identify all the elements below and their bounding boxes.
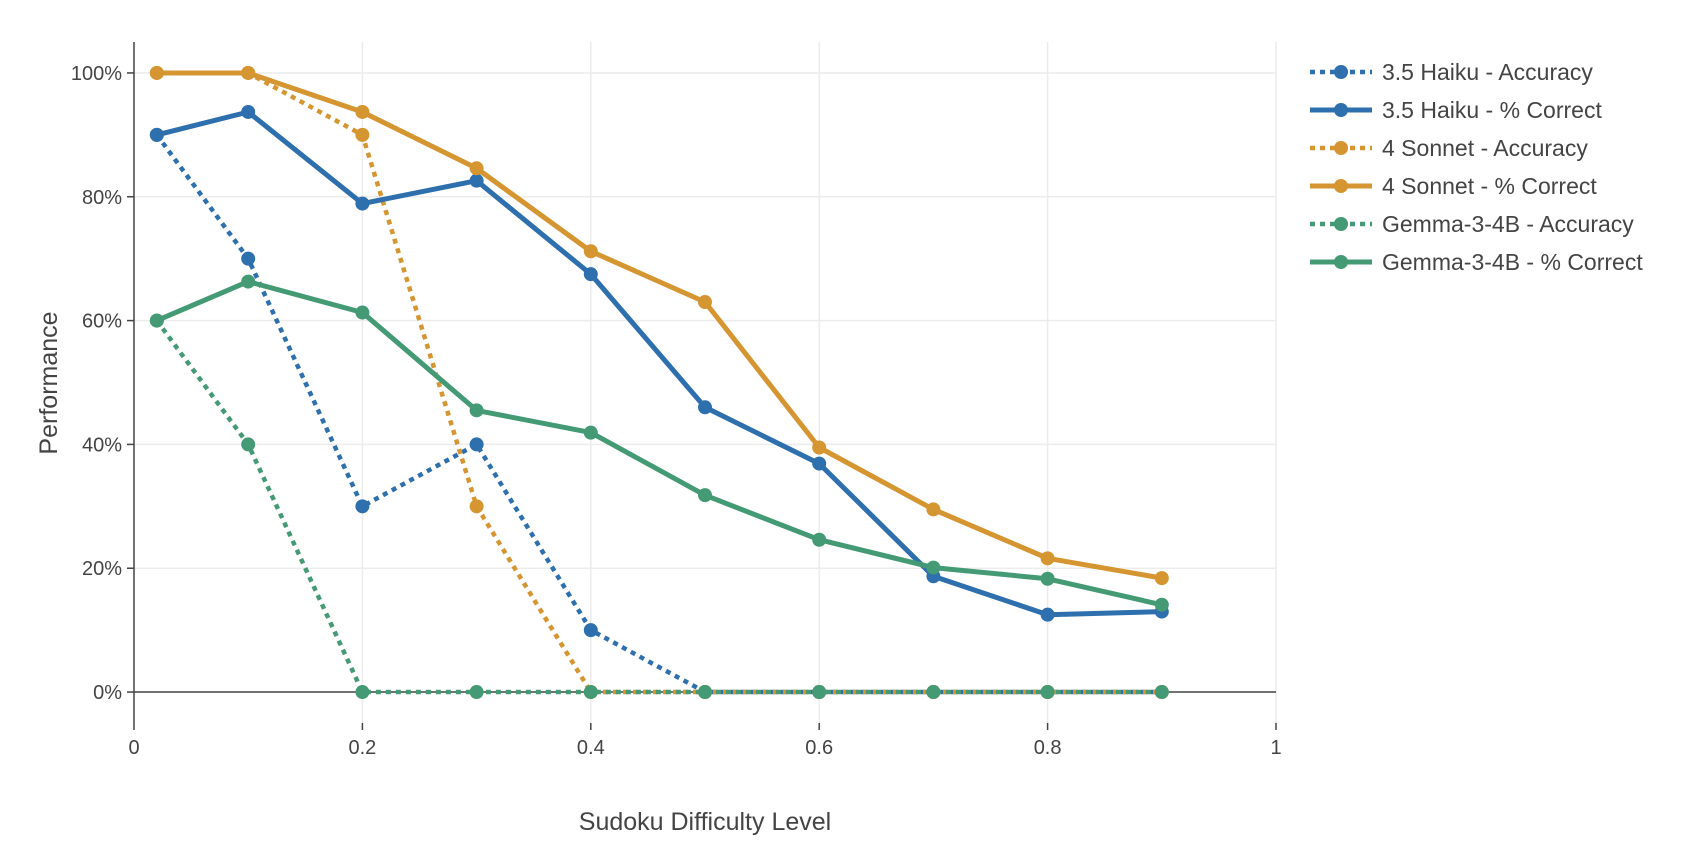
legend-item[interactable]: 3.5 Haiku - % Correct xyxy=(1310,97,1602,123)
legend-marker xyxy=(1334,255,1348,269)
axes: 0% 20% 40% 60% 80% 100% 0 0.2 0.4 0.6 0.8 1 xyxy=(71,42,1282,759)
data-point xyxy=(812,456,827,471)
x-tick-label: 0 xyxy=(128,737,139,759)
data-point xyxy=(355,499,370,514)
data-point xyxy=(698,295,712,310)
x-tick-label: 0.8 xyxy=(1034,737,1062,759)
y-tick-label: 60% xyxy=(82,311,122,333)
data-point xyxy=(355,196,370,211)
legend-label: 3.5 Haiku - % Correct xyxy=(1382,97,1602,123)
data-point xyxy=(583,244,598,259)
data-point xyxy=(1040,607,1055,622)
data-point xyxy=(583,623,598,638)
legend-marker xyxy=(1334,179,1348,193)
y-tick-label: 20% xyxy=(82,558,122,580)
data-point xyxy=(1154,597,1169,612)
data-point xyxy=(469,437,484,452)
data-point xyxy=(241,437,256,452)
y-axis-title: Performance xyxy=(35,311,63,454)
data-point xyxy=(812,440,827,455)
data-point xyxy=(149,127,164,142)
data-point xyxy=(926,685,941,700)
data-point xyxy=(469,499,484,514)
legend-item[interactable]: Gemma-3-4B - % Correct xyxy=(1310,249,1643,275)
series-line xyxy=(154,133,1162,695)
data-point xyxy=(355,127,370,142)
data-point xyxy=(926,502,941,517)
series-5 xyxy=(149,274,1169,612)
data-point xyxy=(355,685,370,700)
data-point xyxy=(698,400,712,415)
legend-item[interactable]: Gemma-3-4B - Accuracy xyxy=(1310,211,1634,237)
legend-marker xyxy=(1334,65,1348,79)
legend-label: 3.5 Haiku - Accuracy xyxy=(1382,59,1593,85)
data-point xyxy=(241,104,256,119)
series-line xyxy=(156,109,1162,618)
series-line xyxy=(155,279,1163,608)
legend-marker xyxy=(1334,141,1348,155)
data-point xyxy=(241,274,256,289)
data-point xyxy=(1154,685,1169,700)
data-point xyxy=(1040,571,1055,586)
legend-marker xyxy=(1334,217,1348,231)
data-point xyxy=(469,173,484,188)
series-line xyxy=(154,319,1162,695)
legend-item[interactable]: 4 Sonnet - % Correct xyxy=(1310,173,1597,199)
data-point xyxy=(149,313,164,328)
data-point xyxy=(355,104,370,119)
legend-label: Gemma-3-4B - Accuracy xyxy=(1382,211,1634,237)
data-point xyxy=(149,65,164,80)
data-point xyxy=(583,685,598,700)
grid xyxy=(134,42,1277,723)
data-point xyxy=(1040,685,1055,700)
data-point xyxy=(926,560,941,575)
data-point xyxy=(1040,551,1055,566)
data-point xyxy=(1154,571,1169,586)
x-tick-label: 0.4 xyxy=(577,737,605,759)
series-4 xyxy=(149,313,1169,700)
series-1 xyxy=(149,104,1169,622)
data-point xyxy=(469,403,484,418)
legend[interactable]: 3.5 Haiku - Accuracy 3.5 Haiku - % Correc… xyxy=(1310,59,1643,275)
data-point xyxy=(241,251,256,266)
y-tick-label: 100% xyxy=(71,63,122,85)
legend-label: 4 Sonnet - % Correct xyxy=(1382,173,1597,199)
data-point xyxy=(355,305,370,320)
data-point xyxy=(698,488,712,503)
legend-item[interactable]: 4 Sonnet - Accuracy xyxy=(1310,135,1588,161)
data-point xyxy=(241,65,256,80)
x-tick-label: 0.6 xyxy=(805,737,833,759)
x-tick-label: 0.2 xyxy=(348,737,376,759)
data-point xyxy=(583,425,598,440)
data-point xyxy=(469,685,484,700)
x-tick-label: 1 xyxy=(1270,737,1281,759)
y-tick-label: 0% xyxy=(93,682,122,704)
legend-marker xyxy=(1334,103,1348,117)
series-line xyxy=(156,70,1163,581)
x-axis-title: Sudoku Difficulty Level xyxy=(579,808,831,836)
data-point xyxy=(583,267,598,282)
data-point xyxy=(469,161,484,176)
series-0 xyxy=(149,127,1169,700)
data-point xyxy=(812,685,827,700)
y-tick-label: 80% xyxy=(82,187,122,209)
series-group xyxy=(149,65,1169,700)
y-tick-label: 40% xyxy=(82,434,122,456)
data-point xyxy=(698,685,712,700)
legend-label: Gemma-3-4B - % Correct xyxy=(1382,249,1643,275)
series-3 xyxy=(149,65,1169,586)
legend-label: 4 Sonnet - Accuracy xyxy=(1382,135,1588,161)
legend-item[interactable]: 3.5 Haiku - Accuracy xyxy=(1310,59,1593,85)
data-point xyxy=(812,532,827,547)
